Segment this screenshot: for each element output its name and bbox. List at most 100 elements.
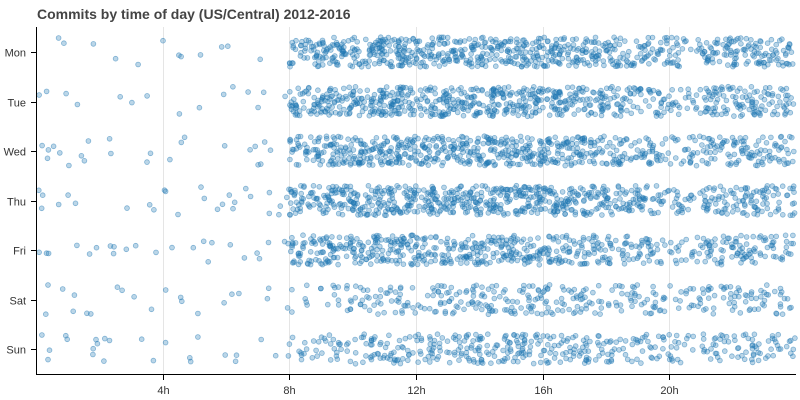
commit-point	[583, 354, 590, 361]
commit-point	[471, 149, 477, 155]
commit-point	[479, 360, 486, 366]
commit-point	[371, 351, 378, 358]
commit-point	[571, 241, 578, 247]
commit-point	[335, 339, 342, 346]
commit-point	[597, 311, 603, 317]
commit-point	[307, 249, 314, 255]
commit-point	[386, 332, 392, 339]
commit-point	[393, 159, 400, 166]
commit-point	[439, 134, 445, 140]
commit-point	[744, 212, 750, 218]
commit-point	[737, 310, 744, 316]
commit-point	[298, 356, 305, 363]
commit-point	[406, 47, 413, 54]
commit-point	[491, 202, 497, 208]
commit-point	[755, 138, 762, 144]
commit-point	[347, 62, 354, 69]
commit-point	[575, 57, 581, 63]
commit-point	[352, 84, 359, 90]
commit-point	[446, 56, 453, 63]
commit-point	[532, 94, 538, 100]
commit-point	[697, 110, 704, 116]
commit-point	[769, 239, 776, 246]
commit-point	[331, 345, 338, 352]
commit-point	[503, 109, 510, 115]
commit-point	[437, 301, 444, 307]
commit-point	[621, 241, 628, 247]
commit-point	[567, 190, 573, 197]
commit-point	[518, 305, 524, 311]
commit-point	[733, 202, 740, 208]
commit-point	[754, 149, 761, 155]
commit-point	[753, 198, 760, 205]
commit-point	[705, 135, 712, 142]
commit-point	[451, 352, 458, 358]
commit-point	[376, 45, 382, 51]
commit-point	[595, 239, 601, 246]
commit-point	[716, 58, 723, 65]
commit-point	[768, 233, 775, 240]
commit-point	[542, 155, 548, 162]
commit-point	[751, 306, 758, 313]
commit-point	[131, 293, 137, 300]
commit-point	[480, 102, 486, 109]
commit-point	[530, 194, 537, 200]
commit-point	[466, 161, 473, 167]
commit-point	[505, 54, 512, 60]
commit-point	[461, 38, 468, 44]
commit-point	[318, 260, 324, 267]
commit-point	[673, 35, 680, 41]
commit-point	[389, 233, 396, 239]
commit-point	[478, 306, 485, 313]
commit-point	[347, 183, 354, 190]
commit-point	[589, 56, 596, 62]
commit-point	[448, 191, 455, 198]
commit-point	[478, 292, 485, 299]
commit-point	[521, 337, 528, 344]
commit-point	[366, 112, 373, 119]
commit-point	[482, 63, 489, 69]
commit-point	[441, 283, 448, 290]
commit-point	[727, 35, 733, 41]
commit-point	[489, 47, 496, 53]
commit-point	[712, 209, 719, 215]
commit-point	[667, 248, 673, 255]
commit-point	[321, 335, 328, 342]
commit-point	[488, 360, 494, 367]
commit-point	[544, 360, 551, 366]
commit-point	[680, 36, 687, 42]
commit-point	[554, 140, 560, 146]
commit-point	[520, 282, 527, 289]
commit-point	[363, 256, 370, 263]
commit-point	[532, 110, 539, 116]
commit-point	[701, 202, 708, 209]
commit-point	[348, 142, 355, 148]
commit-point	[370, 336, 377, 343]
commit-point	[484, 331, 491, 338]
commit-point	[714, 96, 721, 103]
commit-point	[725, 161, 731, 167]
commit-point	[457, 159, 464, 165]
commit-point	[336, 111, 343, 117]
commit-point	[355, 160, 362, 166]
commit-point	[416, 103, 423, 109]
commit-point	[675, 248, 682, 254]
commit-point	[430, 185, 437, 192]
commit-point	[351, 95, 357, 102]
commit-point	[746, 106, 753, 113]
commit-point	[320, 149, 327, 155]
commit-point	[326, 332, 333, 338]
commit-point	[436, 41, 443, 47]
commit-point	[358, 149, 364, 156]
commit-point	[368, 147, 375, 153]
commit-point	[335, 297, 342, 304]
commit-point	[394, 183, 400, 189]
commit-point	[389, 37, 395, 44]
commit-point	[599, 149, 605, 156]
commit-point	[476, 161, 483, 168]
commit-point	[321, 42, 327, 49]
commit-point	[703, 97, 709, 103]
commit-point	[769, 183, 776, 189]
commit-point	[230, 84, 236, 90]
commit-point	[382, 108, 389, 115]
